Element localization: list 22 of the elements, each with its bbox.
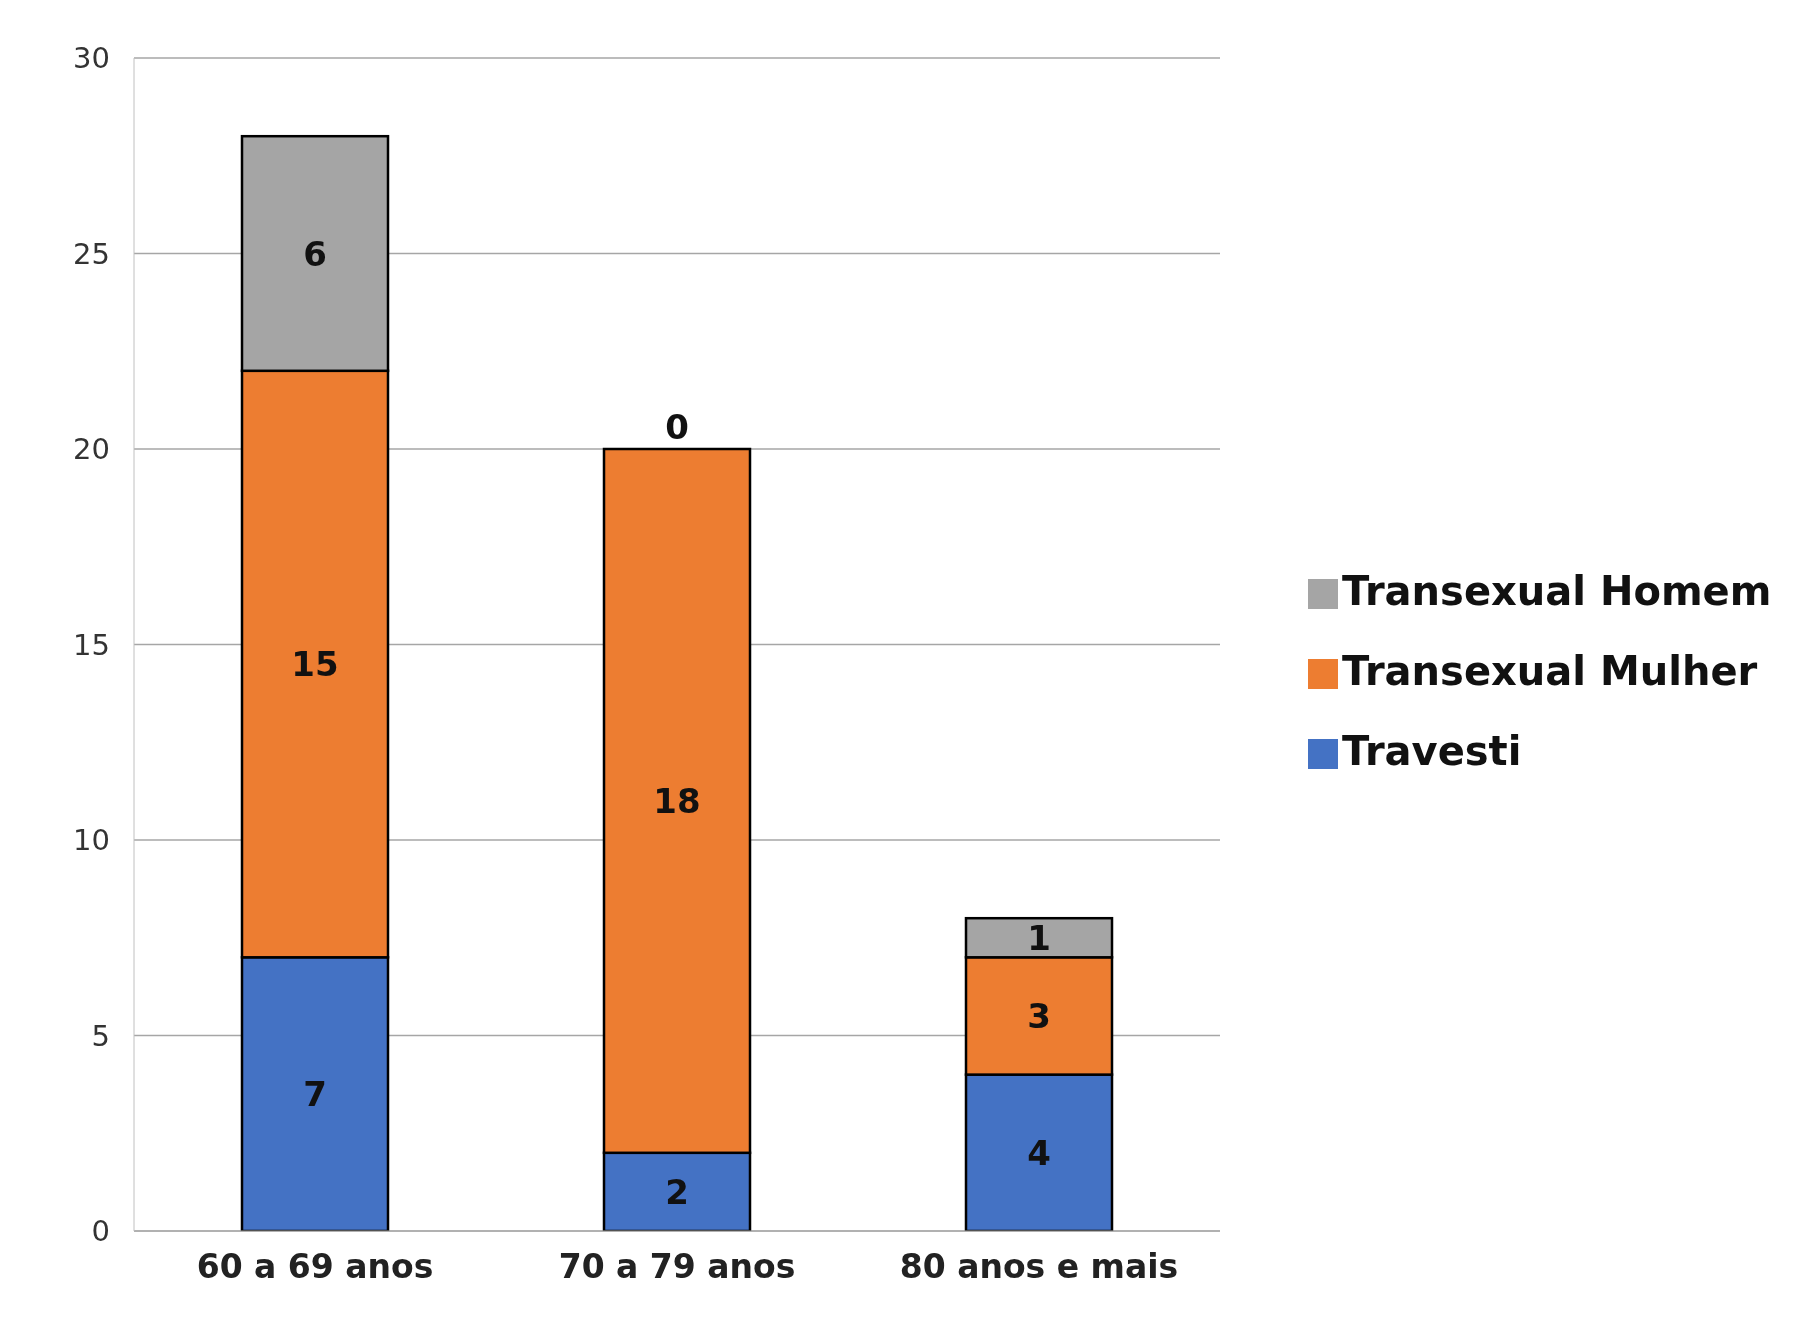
y-tick-label: 5 bbox=[91, 1018, 110, 1053]
x-tick-label: 80 anos e mais bbox=[899, 1247, 1179, 1287]
data-label: 18 bbox=[653, 780, 701, 821]
x-tick-label: 60 a 69 anos bbox=[196, 1247, 434, 1287]
y-tick-label: 15 bbox=[73, 627, 110, 662]
y-tick-label: 30 bbox=[73, 41, 110, 76]
data-label: 4 bbox=[1027, 1132, 1051, 1173]
y-tick-label: 0 bbox=[91, 1214, 110, 1249]
data-label: 2 bbox=[665, 1171, 689, 1212]
x-tick-label: 70 a 79 anos bbox=[558, 1247, 796, 1287]
y-tick-label: 25 bbox=[73, 236, 110, 271]
legend-label: Transexual Homem bbox=[1342, 567, 1772, 614]
legend-label: Travesti bbox=[1342, 727, 1522, 774]
data-label: 1 bbox=[1027, 917, 1051, 958]
data-label: 7 bbox=[303, 1074, 327, 1115]
y-tick-label: 10 bbox=[73, 823, 110, 858]
data-label: 15 bbox=[291, 644, 339, 685]
y-tick-label: 20 bbox=[73, 432, 110, 467]
data-label: 0 bbox=[665, 407, 689, 447]
data-label: 6 bbox=[303, 233, 327, 274]
data-label: 3 bbox=[1027, 995, 1051, 1036]
legend-label: Transexual Mulher bbox=[1342, 647, 1758, 694]
